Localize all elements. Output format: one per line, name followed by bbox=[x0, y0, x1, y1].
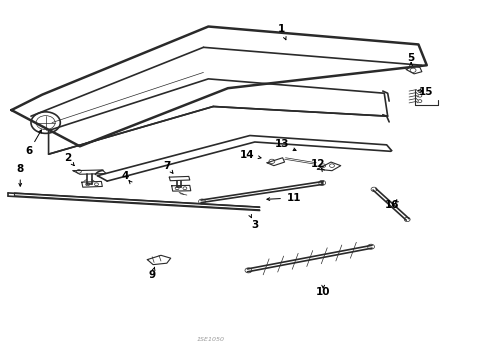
Text: 7: 7 bbox=[163, 161, 171, 171]
Text: 9: 9 bbox=[148, 270, 156, 280]
Circle shape bbox=[321, 182, 324, 184]
Text: 8: 8 bbox=[17, 164, 24, 174]
Text: 1SE1050: 1SE1050 bbox=[197, 337, 225, 342]
Text: 11: 11 bbox=[287, 193, 301, 203]
Text: 10: 10 bbox=[316, 287, 330, 297]
Text: 4: 4 bbox=[122, 171, 129, 181]
Text: 13: 13 bbox=[274, 139, 289, 149]
Text: 6: 6 bbox=[25, 146, 33, 156]
Text: 16: 16 bbox=[384, 200, 399, 210]
Text: 1: 1 bbox=[278, 24, 285, 35]
Text: 2: 2 bbox=[65, 153, 72, 163]
Text: 12: 12 bbox=[311, 159, 325, 169]
Text: 3: 3 bbox=[251, 220, 258, 230]
Text: 15: 15 bbox=[418, 87, 433, 97]
Text: 14: 14 bbox=[240, 150, 255, 160]
Text: 5: 5 bbox=[408, 53, 415, 63]
